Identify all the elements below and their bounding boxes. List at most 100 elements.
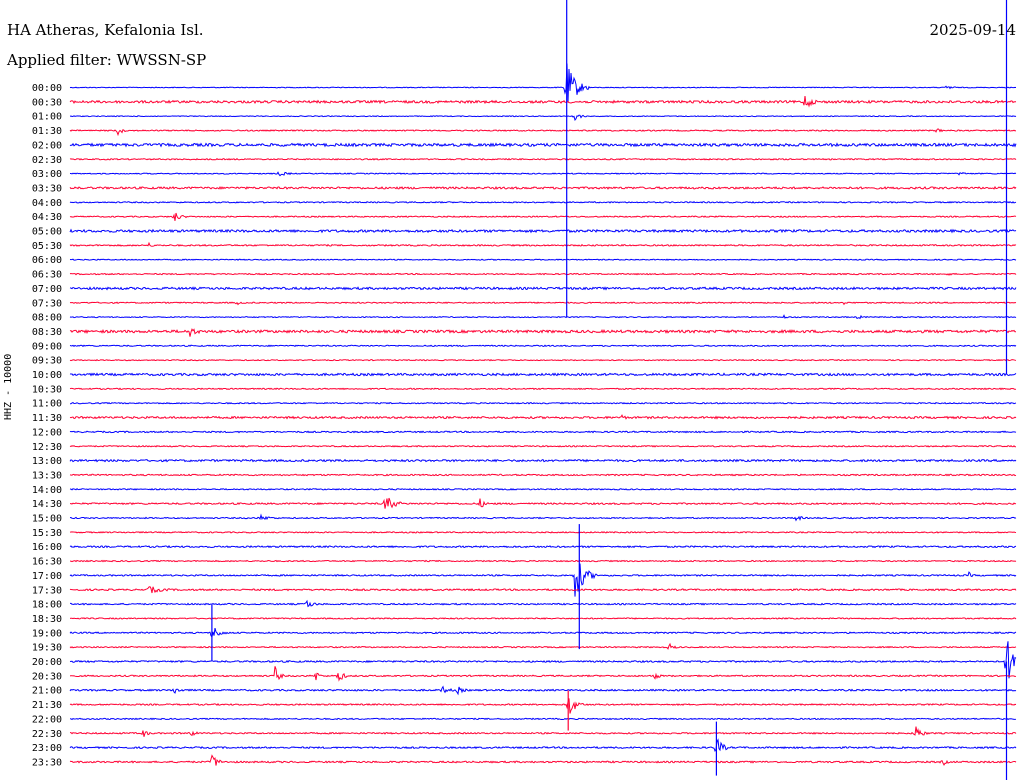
trace-line-1930 — [69, 642, 1017, 650]
trace-line-0300 — [69, 171, 1017, 177]
trace-line-0800 — [69, 314, 1017, 320]
trace-line-2000 — [69, 641, 1017, 679]
row-time-label: 07:30 — [32, 298, 62, 309]
trace-line-2200 — [69, 717, 1017, 721]
trace-line-1430 — [69, 497, 1017, 509]
row-time-label: 15:00 — [32, 514, 62, 525]
row-time-label: 17:00 — [32, 571, 62, 582]
trace-line-1330 — [69, 473, 1017, 477]
trace-line-2130 — [69, 698, 1017, 714]
row-time-label: 00:00 — [32, 83, 62, 94]
row-time-label: 07:00 — [32, 284, 62, 295]
trace-line-0000 — [69, 63, 1017, 103]
trace-line-0830 — [69, 328, 1017, 337]
trace-line-0500 — [69, 228, 1017, 234]
row-time-label: 21:30 — [32, 700, 62, 711]
trace-line-1830 — [69, 617, 1017, 620]
trace-line-0400 — [69, 200, 1017, 204]
row-time-label: 19:30 — [32, 643, 62, 654]
row-time-label: 23:30 — [32, 757, 62, 768]
trace-line-1530 — [69, 531, 1017, 534]
trace-line-1000 — [69, 372, 1017, 377]
trace-line-1800 — [69, 599, 1017, 608]
row-time-label: 21:00 — [32, 686, 62, 697]
row-time-label: 13:00 — [32, 456, 62, 467]
trace-line-0430 — [69, 212, 1017, 221]
trace-line-0230 — [69, 157, 1017, 161]
trace-line-1500 — [69, 513, 1017, 522]
trace-line-0600 — [69, 258, 1017, 261]
row-time-label: 01:30 — [32, 126, 62, 137]
row-time-label: 14:30 — [32, 499, 62, 510]
trace-line-1400 — [69, 487, 1017, 491]
row-time-label: 10:00 — [32, 370, 62, 381]
trace-line-0030 — [69, 95, 1017, 108]
row-time-label: 22:30 — [32, 729, 62, 740]
row-time-label: 10:30 — [32, 384, 62, 395]
row-time-label: 11:00 — [32, 399, 62, 410]
trace-line-2300 — [69, 738, 1017, 753]
trace-line-1300 — [69, 458, 1017, 463]
row-time-label: 04:30 — [32, 212, 62, 223]
trace-line-0200 — [69, 142, 1017, 148]
row-time-label: 15:30 — [32, 528, 62, 539]
row-time-label: 09:00 — [32, 341, 62, 352]
row-time-label: 03:00 — [32, 169, 62, 180]
trace-line-1630 — [69, 559, 1017, 563]
row-time-label: 23:00 — [32, 743, 62, 754]
row-time-label: 16:30 — [32, 557, 62, 568]
date-label: 2025-09-14 — [929, 21, 1016, 39]
row-time-label: 13:30 — [32, 470, 62, 481]
trace-line-1730 — [69, 586, 1017, 594]
row-time-label: 19:00 — [32, 628, 62, 639]
row-time-label: 00:30 — [32, 97, 62, 108]
row-time-label: 14:00 — [32, 485, 62, 496]
trace-line-0930 — [69, 358, 1017, 362]
trace-line-1200 — [69, 430, 1017, 434]
row-time-label: 01:00 — [32, 112, 62, 123]
trace-line-0130 — [69, 128, 1017, 137]
trace-line-0630 — [69, 272, 1017, 276]
trace-line-1700 — [69, 563, 1017, 597]
row-time-label: 12:00 — [32, 427, 62, 438]
row-time-label: 16:00 — [32, 542, 62, 553]
trace-line-0330 — [69, 185, 1017, 190]
row-time-label: 20:00 — [32, 657, 62, 668]
trace-line-0730 — [69, 301, 1017, 306]
trace-line-1230 — [69, 444, 1017, 448]
trace-line-0530 — [69, 241, 1017, 247]
trace-line-2030 — [69, 666, 1017, 682]
row-time-label: 05:00 — [32, 227, 62, 238]
row-time-label: 09:30 — [32, 356, 62, 367]
row-time-label: 22:00 — [32, 714, 62, 725]
trace-line-2100 — [69, 685, 1017, 696]
trace-line-1030 — [69, 387, 1017, 391]
row-time-label: 06:00 — [32, 255, 62, 266]
trace-line-1600 — [69, 544, 1017, 549]
trace-line-0100 — [69, 114, 1017, 122]
row-time-label: 12:30 — [32, 442, 62, 453]
trace-line-2230 — [69, 726, 1017, 737]
row-time-label: 03:30 — [32, 183, 62, 194]
trace-line-0900 — [69, 344, 1017, 348]
row-time-label: 06:30 — [32, 270, 62, 281]
trace-line-2330 — [69, 754, 1017, 766]
row-time-label: 02:00 — [32, 140, 62, 151]
trace-line-1900 — [69, 627, 1017, 638]
row-time-label: 08:00 — [32, 313, 62, 324]
row-time-label: 08:30 — [32, 327, 62, 338]
row-time-label: 05:30 — [32, 241, 62, 252]
row-time-label: 11:30 — [32, 413, 62, 424]
trace-line-1130 — [69, 414, 1017, 420]
filter-subtitle: Applied filter: WWSSN-SP — [7, 51, 207, 69]
row-time-label: 04:00 — [32, 198, 62, 209]
row-time-label: 02:30 — [32, 155, 62, 166]
row-time-label: 18:00 — [32, 600, 62, 611]
station-title: HA Atheras, Kefalonia Isl. — [7, 21, 204, 39]
row-time-label: 20:30 — [32, 671, 62, 682]
row-time-label: 18:30 — [32, 614, 62, 625]
row-time-label: 17:30 — [32, 585, 62, 596]
trace-line-0700 — [69, 286, 1017, 291]
trace-line-1100 — [69, 401, 1017, 405]
